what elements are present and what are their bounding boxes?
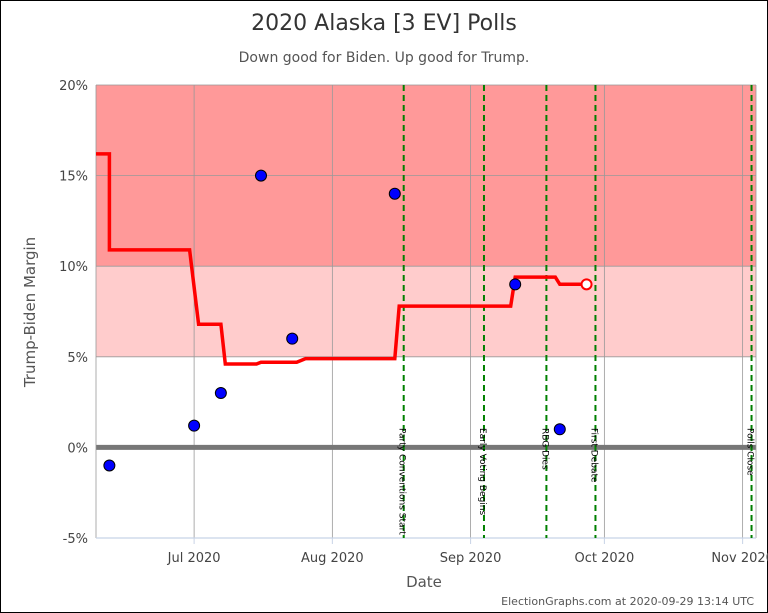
event-label: Early Voting Begins: [477, 428, 487, 515]
poll-point: [188, 419, 201, 432]
poll-point: [214, 387, 227, 400]
poll-point: [255, 169, 267, 182]
event-label: RBG Dies: [539, 428, 549, 470]
x-tick-label: Jul 2020: [167, 551, 221, 566]
y-tick-label: 5%: [67, 351, 88, 366]
x-axis-label: Date: [406, 573, 442, 591]
average-line: [96, 152, 587, 366]
x-tick-label: Aug 2020: [301, 551, 364, 566]
event-label: Party Conventions Start: [397, 428, 407, 535]
x-tick-label: Sep 2020: [440, 551, 502, 566]
y-tick-label: 15%: [59, 170, 88, 185]
poll-point: [553, 423, 566, 436]
credit-text: ElectionGraphs.com at 2020-09-29 13:14 U…: [501, 595, 754, 608]
x-tick-label: Oct 2020: [575, 551, 635, 566]
margin-band-1: [96, 266, 756, 357]
event-label: Polls Close: [745, 428, 755, 476]
chart-subtitle: Down good for Biden. Up good for Trump.: [239, 50, 530, 66]
y-tick-label: 0%: [67, 441, 88, 456]
y-tick-label: -5%: [63, 532, 88, 547]
y-tick-label: 10%: [59, 260, 88, 275]
chart-title: 2020 Alaska [3 EV] Polls: [251, 11, 517, 36]
x-tick-label: Nov 2020: [711, 551, 768, 566]
average-endpoint-marker: [580, 278, 593, 291]
poll-point: [388, 187, 401, 200]
poll-point: [103, 459, 116, 472]
poll-point: [509, 278, 522, 291]
y-tick-label: 20%: [59, 79, 88, 94]
plot-area: -5% 0% 5% 10% 15% 20% Jul 2020 Aug 2020 Sep 2020…: [59, 79, 768, 566]
event-label: First Debate: [588, 428, 598, 483]
poll-point: [286, 332, 299, 345]
y-axis-label: Trump-Biden Margin: [21, 237, 39, 388]
